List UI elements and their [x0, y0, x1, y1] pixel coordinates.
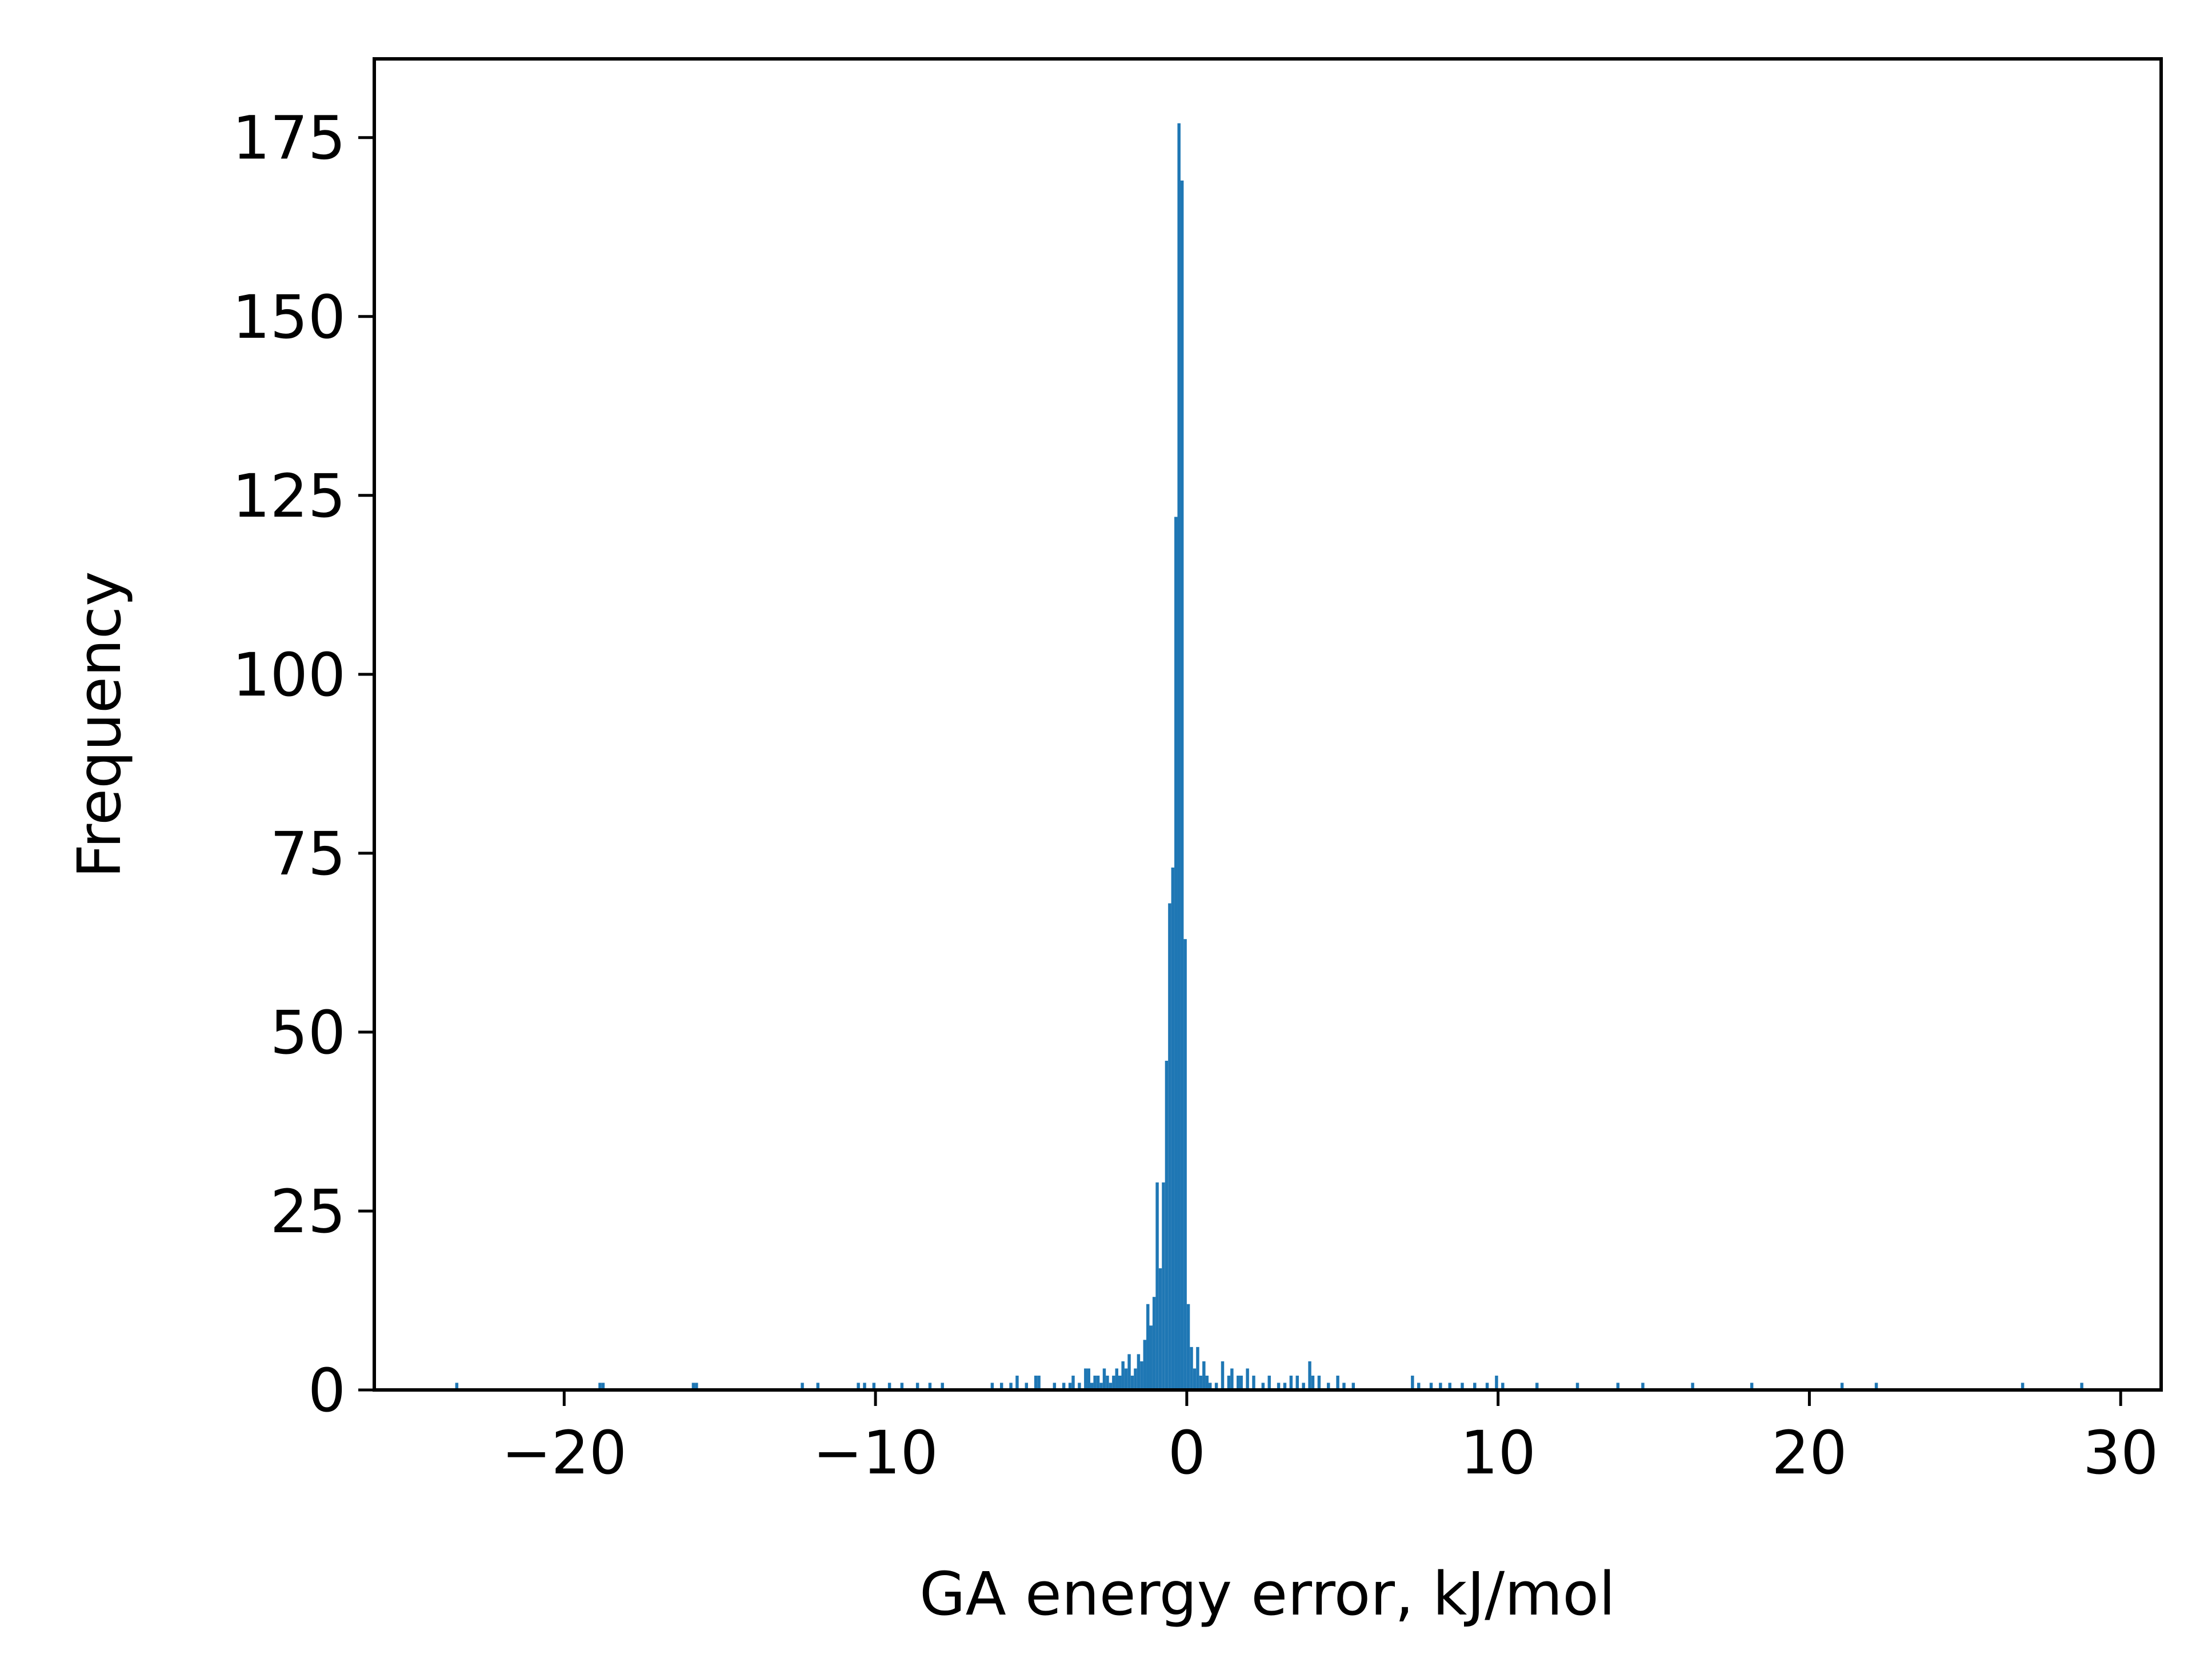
- histogram-bar: [1318, 1376, 1321, 1390]
- histogram-bar: [1146, 1304, 1149, 1390]
- histogram-bar: [1149, 1325, 1152, 1390]
- x-tick-label: 0: [1168, 1418, 1206, 1488]
- histogram-bar: [1199, 1376, 1202, 1390]
- x-tick-label: 10: [1460, 1418, 1535, 1488]
- y-tick-label: 175: [232, 103, 346, 173]
- histogram-bar: [1118, 1376, 1121, 1390]
- histogram-bar: [1097, 1376, 1099, 1390]
- histogram-bar: [1495, 1376, 1498, 1390]
- histogram-bar: [1143, 1340, 1146, 1390]
- histogram-bar: [1125, 1368, 1127, 1390]
- x-tick-label: −10: [813, 1418, 938, 1488]
- histogram-bar: [1237, 1376, 1239, 1390]
- histogram-bar: [1171, 868, 1174, 1390]
- histogram-bar: [1196, 1347, 1199, 1390]
- y-tick-label: 150: [232, 282, 346, 352]
- histogram-bar: [1155, 1182, 1158, 1390]
- histogram-bar: [1308, 1361, 1311, 1390]
- histogram-bar: [1183, 939, 1186, 1390]
- histogram-bar: [1153, 1297, 1155, 1390]
- histogram-bar: [1121, 1361, 1124, 1390]
- x-tick-label: 30: [2083, 1418, 2158, 1488]
- histogram-bar: [1193, 1368, 1196, 1390]
- histogram-bar: [1015, 1376, 1018, 1390]
- histogram-bar: [1071, 1376, 1074, 1390]
- histogram-bar: [1252, 1376, 1255, 1390]
- histogram-bar: [1296, 1376, 1299, 1390]
- histogram-bar: [1087, 1368, 1090, 1390]
- histogram-bar: [1187, 1304, 1190, 1390]
- histogram-bar: [1137, 1354, 1140, 1390]
- y-tick-label: 25: [270, 1177, 346, 1246]
- y-tick-label: 75: [270, 819, 346, 889]
- histogram-bar: [1084, 1368, 1087, 1390]
- histogram-bar: [1206, 1376, 1209, 1390]
- histogram-bar: [1246, 1368, 1249, 1390]
- histogram-bar: [1165, 1061, 1168, 1390]
- y-tick-label: 50: [270, 998, 346, 1068]
- y-tick-label: 125: [232, 461, 346, 531]
- histogram-bar: [1411, 1376, 1414, 1390]
- y-tick-label: 0: [308, 1356, 346, 1425]
- histogram-bar: [1336, 1376, 1339, 1390]
- histogram-bar: [1178, 123, 1181, 1390]
- histogram-bar: [1202, 1361, 1205, 1390]
- histogram-bar: [1093, 1376, 1096, 1390]
- histogram-bar: [1115, 1368, 1118, 1390]
- histogram-bar: [1131, 1376, 1134, 1390]
- histogram-bar: [1190, 1347, 1193, 1390]
- histogram-bar: [1112, 1376, 1115, 1390]
- histogram-bar: [1174, 517, 1177, 1390]
- y-tick-label: 100: [232, 640, 346, 710]
- x-tick-label: −20: [502, 1418, 627, 1488]
- histogram-bar: [1181, 181, 1183, 1390]
- histogram-bar: [1106, 1376, 1109, 1390]
- histogram-bar: [1162, 1182, 1165, 1390]
- histogram-bar: [1140, 1361, 1143, 1390]
- x-tick-label: 20: [1771, 1418, 1847, 1488]
- histogram-bar: [1168, 904, 1171, 1390]
- histogram-bar: [1034, 1376, 1037, 1390]
- histogram-bar: [1239, 1376, 1242, 1390]
- histogram-bar: [1221, 1361, 1224, 1390]
- histogram-bar: [1103, 1368, 1106, 1390]
- histogram-bar: [1227, 1376, 1230, 1390]
- histogram-bar: [1268, 1376, 1271, 1390]
- histogram-bar: [1311, 1376, 1314, 1390]
- x-axis-label: GA energy error, kJ/mol: [919, 1559, 1615, 1629]
- histogram-bar: [1230, 1368, 1233, 1390]
- y-axis-label: Frequency: [65, 571, 134, 878]
- histogram-bar: [1290, 1376, 1293, 1390]
- histogram-bar: [1159, 1268, 1162, 1390]
- histogram-bar: [1127, 1354, 1130, 1390]
- histogram-bar: [1037, 1376, 1040, 1390]
- histogram-bar: [1134, 1368, 1137, 1390]
